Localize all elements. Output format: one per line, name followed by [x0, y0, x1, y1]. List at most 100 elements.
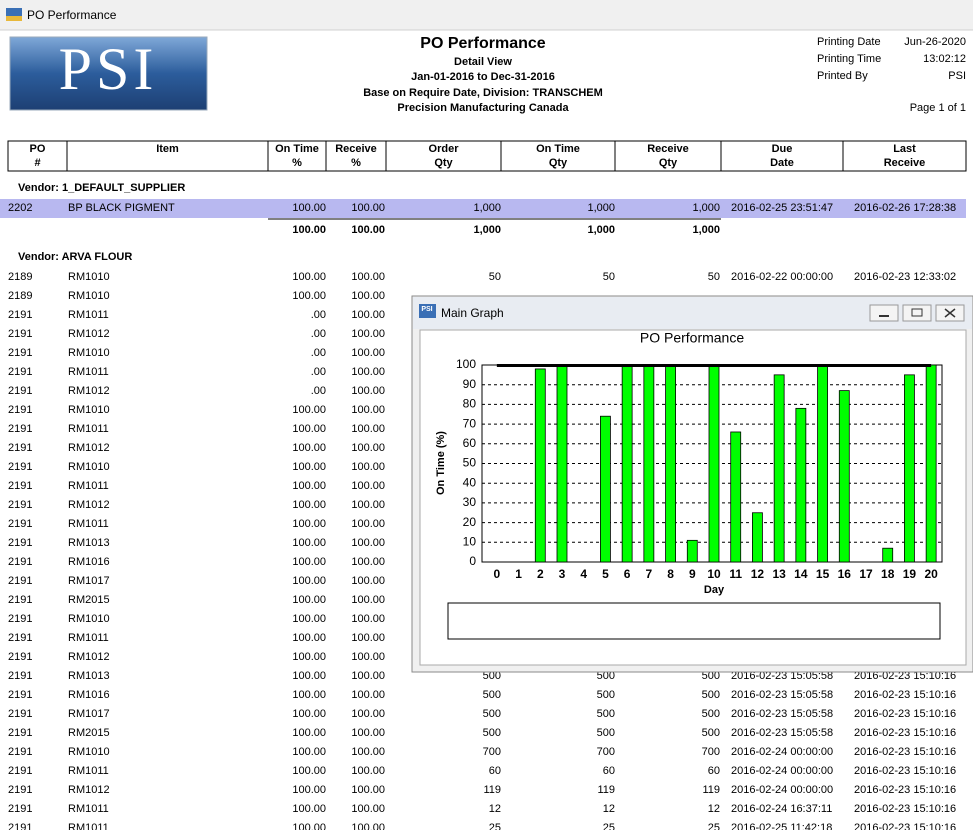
cell: 119	[483, 784, 501, 796]
x-tick-label: 7	[646, 567, 653, 581]
close-icon	[944, 308, 956, 318]
column-header: Due	[772, 143, 793, 155]
chart-title: PO Performance	[640, 330, 744, 346]
cell: 2191	[8, 689, 32, 701]
bar	[686, 539, 698, 563]
cell: 100.00	[351, 556, 385, 568]
info-label: Printed By	[817, 70, 868, 82]
header-line: Detail View	[454, 56, 512, 68]
cell: 100.00	[292, 746, 326, 758]
x-tick-label: 11	[729, 567, 742, 581]
cell: 2191	[8, 518, 32, 530]
y-tick-label: 90	[463, 377, 477, 391]
column-header: Item	[156, 143, 179, 155]
cell: 500	[597, 689, 615, 701]
total-cell: 1,000	[473, 224, 501, 236]
cell: 100.00	[292, 613, 326, 625]
cell: 100.00	[351, 708, 385, 720]
table-header	[7, 140, 967, 172]
cell: 100.00	[292, 784, 326, 796]
graph-window: PSI Main Graph PO Performance Day On Tim…	[411, 295, 973, 673]
cell: RM1017	[68, 575, 110, 587]
bar	[752, 512, 763, 563]
cell: .00	[311, 366, 326, 378]
vendor-label: Vendor: 1_DEFAULT_SUPPLIER	[18, 182, 185, 194]
cell: 100.00	[292, 290, 326, 302]
cell: 100.00	[292, 423, 326, 435]
cell: 700	[702, 746, 720, 758]
cell: 2016-02-24 00:00:00	[731, 784, 833, 796]
cell: 100.00	[292, 271, 326, 283]
cell: 100.00	[351, 822, 385, 830]
cell: RM1010	[68, 404, 110, 416]
info-value: PSI	[948, 70, 966, 82]
cell: RM1016	[68, 689, 110, 701]
cell: 2016-02-25 23:51:47	[731, 202, 833, 214]
legend	[447, 602, 941, 640]
cell: 2191	[8, 404, 32, 416]
cell: RM1011	[68, 423, 109, 435]
x-tick-label: 16	[838, 567, 852, 581]
cell: 2016-02-24 16:37:11	[731, 803, 832, 815]
cell: RM1017	[68, 708, 110, 720]
cell: RM1012	[68, 784, 110, 796]
y-tick-label: 70	[463, 416, 477, 430]
cell: 100.00	[351, 442, 385, 454]
cell: 500	[597, 708, 615, 720]
cell: 60	[489, 765, 501, 777]
cell: 2016-02-23 12:33:02	[854, 271, 956, 283]
app-icon-band	[6, 16, 22, 21]
column-header: Last	[893, 143, 916, 155]
cell: 100.00	[351, 347, 385, 359]
cell: 50	[489, 271, 501, 283]
cell: 2191	[8, 727, 32, 739]
cell: .00	[311, 328, 326, 340]
cell: 50	[603, 271, 615, 283]
bar	[838, 390, 850, 563]
cell: 100.00	[292, 202, 326, 214]
cell: 12	[708, 803, 720, 815]
cell: 100.00	[351, 202, 385, 214]
cell: RM1010	[68, 290, 110, 302]
cell: 2191	[8, 366, 32, 378]
bar	[795, 407, 807, 563]
cell: 2202	[8, 202, 32, 214]
cell: 100.00	[351, 594, 385, 606]
cell: 100.00	[351, 480, 385, 492]
column-header: Qty	[549, 157, 568, 169]
restore-button[interactable]	[902, 304, 932, 322]
cell: 119	[702, 784, 720, 796]
cell: 500	[483, 708, 501, 720]
cell: 100.00	[292, 689, 326, 701]
cell: 2191	[8, 613, 32, 625]
cell: RM1012	[68, 328, 110, 340]
report-title: PO Performance	[420, 35, 545, 52]
x-tick-label: 3	[559, 567, 566, 581]
cell: RM1010	[68, 613, 110, 625]
cell: 2191	[8, 708, 32, 720]
print-info: Printing Date Jun-26-2020 Printing Time 13:…	[817, 36, 966, 82]
bar	[773, 374, 785, 563]
cell: 100.00	[292, 803, 326, 815]
cell: 2016-02-23 15:05:58	[731, 708, 833, 720]
x-tick-label: 19	[903, 567, 917, 581]
cell: 60	[708, 765, 720, 777]
cell: 2016-02-23 15:10:16	[854, 727, 956, 739]
cell: 1,000	[692, 202, 720, 214]
total-cell: 1,000	[692, 224, 720, 236]
cell: 2191	[8, 575, 32, 587]
cell: 100.00	[292, 404, 326, 416]
minimize-button[interactable]	[869, 304, 899, 322]
cell: 500	[597, 727, 615, 739]
column-header: PO	[30, 143, 46, 155]
cell: 500	[483, 689, 501, 701]
column-header: Receive	[884, 157, 926, 169]
cell: 100.00	[292, 708, 326, 720]
total-cell: 100.00	[351, 224, 385, 236]
cell: 100.00	[351, 632, 385, 644]
cell: 2191	[8, 423, 32, 435]
cell: 100.00	[351, 765, 385, 777]
cell: 100.00	[292, 499, 326, 511]
cell: 100.00	[351, 651, 385, 663]
